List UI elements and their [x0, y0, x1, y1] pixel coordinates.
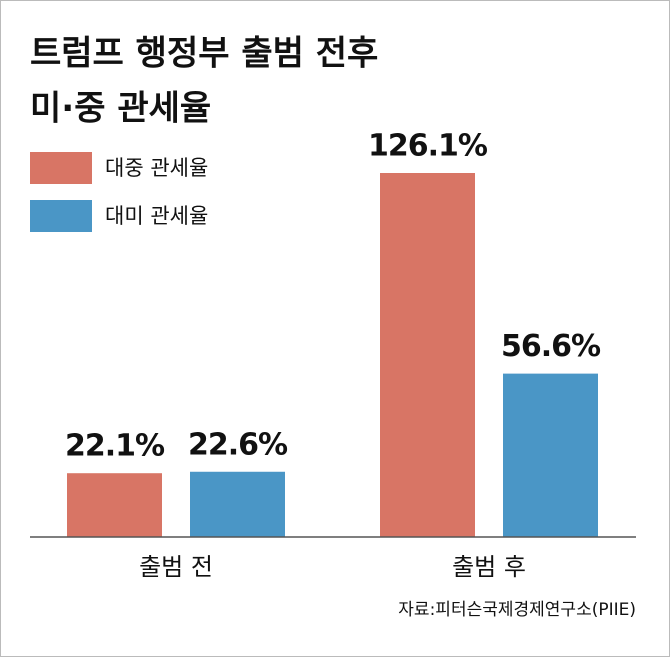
value-label: 22.6% [188, 427, 288, 462]
legend-label: 대중 관세율 [105, 156, 208, 180]
value-label: 56.6% [501, 329, 601, 364]
value-label: 126.1% [368, 129, 488, 164]
chart-title: 트럼프 행정부 출범 전후 [30, 34, 378, 74]
bar [67, 473, 162, 537]
x-tick-label: 출범 후 [452, 553, 526, 581]
value-label: 22.1% [65, 429, 165, 464]
legend-swatch [30, 152, 92, 184]
bar [503, 373, 598, 537]
chart-title: 미·중 관세율 [30, 89, 211, 129]
bar [380, 173, 475, 537]
legend-label: 대미 관세율 [105, 204, 208, 228]
x-tick-label: 출범 전 [139, 553, 213, 581]
source: 자료:피터슨국제경제연구소(PIIE) [398, 600, 636, 620]
legend-swatch [30, 200, 92, 232]
bar [190, 471, 285, 537]
